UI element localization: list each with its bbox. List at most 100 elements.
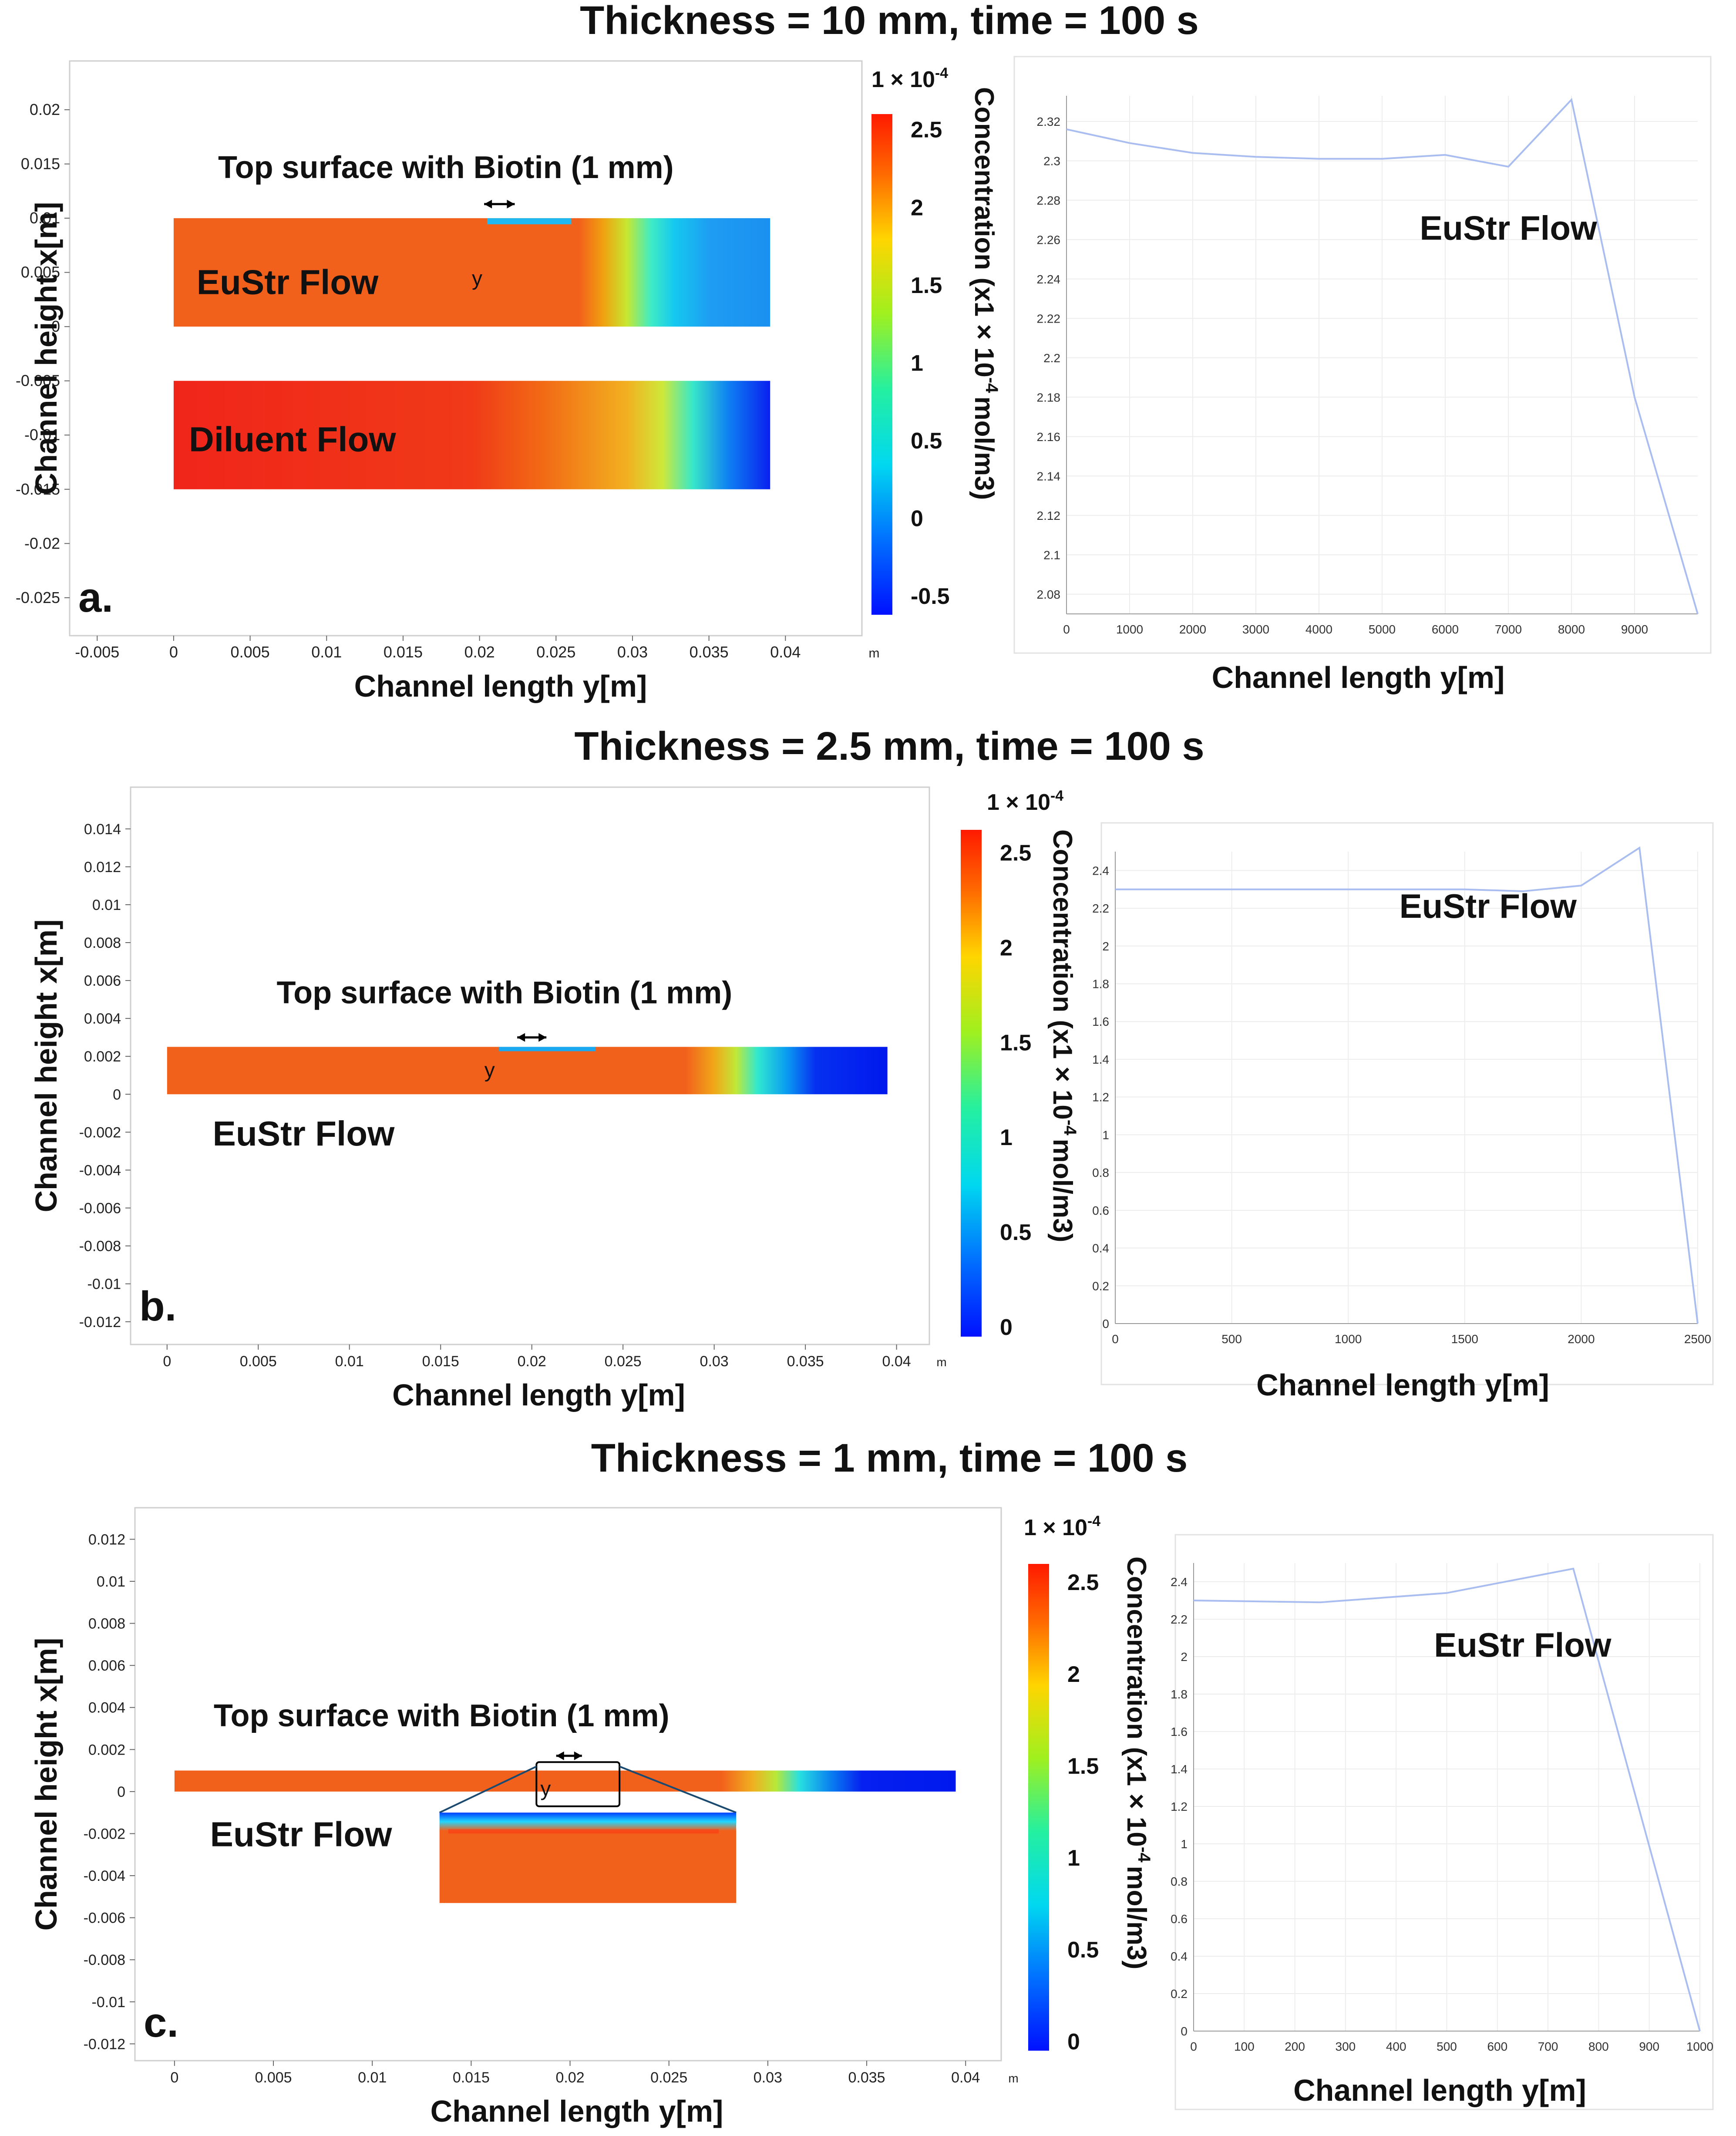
y-tick-label: 0 [51, 317, 60, 335]
y-tick-label: 0.01 [92, 897, 121, 913]
y-tick-label: 0.012 [84, 859, 121, 876]
y-tick-label: 0.006 [84, 973, 121, 989]
y-tick-label: 1.2 [1171, 1800, 1188, 1813]
panel-heading: Thickness = 2.5 mm, time = 100 s [574, 724, 1204, 768]
y-tick-label: 1 [1181, 1837, 1188, 1851]
x-tick-label: 5000 [1369, 623, 1396, 636]
y-tick-label: 2.2 [1092, 902, 1109, 915]
x-tick-label: 0.01 [311, 643, 342, 661]
flow-label: EuStr Flow [197, 263, 379, 301]
x-tick-label: 0.015 [384, 643, 423, 661]
y-tick-label: 1.2 [1092, 1091, 1109, 1104]
x-tick-label: 6000 [1432, 623, 1459, 636]
point-label: y [472, 267, 482, 290]
x-unit-label: m [869, 646, 880, 660]
channel-diluent [173, 381, 770, 489]
y-tick-label: 0.8 [1171, 1875, 1188, 1888]
x-tick-label: 0.005 [231, 643, 270, 661]
colorbar-tick-label: 1 [1067, 1846, 1080, 1871]
arrow-heads [517, 1033, 547, 1042]
y-tick-label: 2.22 [1037, 312, 1061, 325]
y-tick-label: -0.002 [79, 1124, 121, 1141]
colorbar-title-unit: mol/m3) [969, 397, 999, 500]
x-tick-label: 0.015 [453, 2069, 490, 2086]
colorbar-multiplier: 1 × 10-4 [1024, 1513, 1100, 1540]
x-tick-label: 8000 [1558, 623, 1585, 636]
channel-eustr [167, 1047, 888, 1095]
colorbar-title-unit: mol/m3) [1121, 1866, 1151, 1970]
colorbar-tick-label: 1.5 [1067, 1754, 1099, 1779]
y-tick-label: 1.6 [1092, 1015, 1109, 1028]
y-tick-label: -0.01 [24, 426, 60, 444]
x-tick-label: 3000 [1242, 623, 1269, 636]
x-axis-title: Channel length y[m] [392, 1378, 685, 1412]
field-plot-frame [69, 60, 863, 637]
x-tick-label: 2000 [1179, 623, 1206, 636]
x-tick-label: 2000 [1568, 1332, 1595, 1346]
colorbar-tick-label: 2.5 [1000, 840, 1031, 866]
colorbar-title-main: Concentration (x1 × 10 [969, 87, 999, 377]
colorbar-title-main: Concentration (x1 × 10 [1121, 1557, 1151, 1847]
x-tick-label: 9000 [1621, 623, 1648, 636]
colorbar-multiplier-exponent: -4 [935, 65, 948, 81]
colorbar-tick-label: 0 [911, 506, 923, 532]
panel-letter: c. [144, 1999, 178, 2046]
y-tick-label: 1 [1102, 1128, 1109, 1142]
x-tick-label: 0.025 [650, 2069, 687, 2086]
colorbar-tick-label: 1 [1000, 1125, 1013, 1150]
x-tick-label: 0.04 [951, 2069, 980, 2086]
x-tick-label: 500 [1221, 1332, 1242, 1346]
zoom-box [535, 1761, 621, 1807]
x-tick-label: 0.03 [617, 643, 648, 661]
inset-streak [448, 1829, 719, 1834]
y-tick-label: 0.2 [1171, 1987, 1188, 2001]
flow-label: EuStr Flow [210, 1815, 393, 1853]
colorbar [871, 114, 892, 615]
x-tick-label: -0.005 [75, 643, 119, 661]
colorbar [961, 830, 982, 1337]
x-tick-label: 900 [1639, 2040, 1659, 2053]
y-tick-label: 0 [1102, 1317, 1109, 1331]
x-tick-label: 0.03 [700, 1353, 729, 1370]
y-tick-label: 2.28 [1037, 194, 1061, 207]
y-tick-label: 0.02 [30, 101, 60, 118]
y-tick-label: 2.24 [1037, 273, 1061, 286]
x-tick-label: 400 [1386, 2040, 1406, 2053]
y-tick-label: 0.004 [88, 1700, 125, 1716]
x-tick-label: 0 [1063, 623, 1070, 636]
y-tick-label: -0.01 [92, 1994, 126, 2011]
y-tick-label: 1.4 [1092, 1053, 1109, 1066]
x-tick-label: 0.005 [255, 2069, 292, 2086]
y-tick-label: 0.2 [1092, 1279, 1109, 1293]
y-tick-label: 2.26 [1037, 233, 1061, 246]
x-tick-label: 0.035 [787, 1353, 824, 1370]
y-tick-label: 0 [1181, 2025, 1188, 2038]
y-tick-label: -0.004 [79, 1162, 121, 1179]
colorbar-tick-label: 0 [1067, 2029, 1080, 2055]
x-tick-label: 0.015 [422, 1353, 459, 1370]
x-axis-title: Channel length y[m] [1212, 660, 1505, 694]
channel-eustr [174, 1770, 956, 1792]
arrow-heads [556, 1751, 582, 1760]
x-tick-label: 500 [1437, 2040, 1457, 2053]
x-tick-label: 0.025 [605, 1353, 642, 1370]
biotin-depletion-zone [499, 1047, 596, 1051]
x-tick-label: 2500 [1684, 1332, 1711, 1346]
y-tick-label: 0 [113, 1086, 121, 1103]
panel-heading: Thickness = 10 mm, time = 100 s [580, 0, 1199, 43]
line-chart-frame [1174, 1534, 1714, 2110]
y-tick-label: 0.015 [21, 155, 60, 173]
colorbar-tick-label: -0.5 [911, 584, 950, 609]
y-axis-title: Channel height x[m] [29, 920, 63, 1213]
y-tick-label: -0.02 [24, 534, 60, 552]
x-tick-label: 0 [1190, 2040, 1197, 2053]
colorbar-tick-label: 2.5 [1067, 1570, 1099, 1595]
y-tick-label: 0.002 [88, 1742, 125, 1758]
y-tick-label: 0.008 [84, 935, 121, 951]
y-tick-label: 0.6 [1092, 1204, 1109, 1217]
y-tick-label: 0.6 [1171, 1912, 1188, 1926]
y-tick-label: 2.2 [1043, 351, 1060, 365]
y-tick-label: 0.8 [1092, 1166, 1109, 1179]
zoom-connector [439, 1765, 537, 1813]
